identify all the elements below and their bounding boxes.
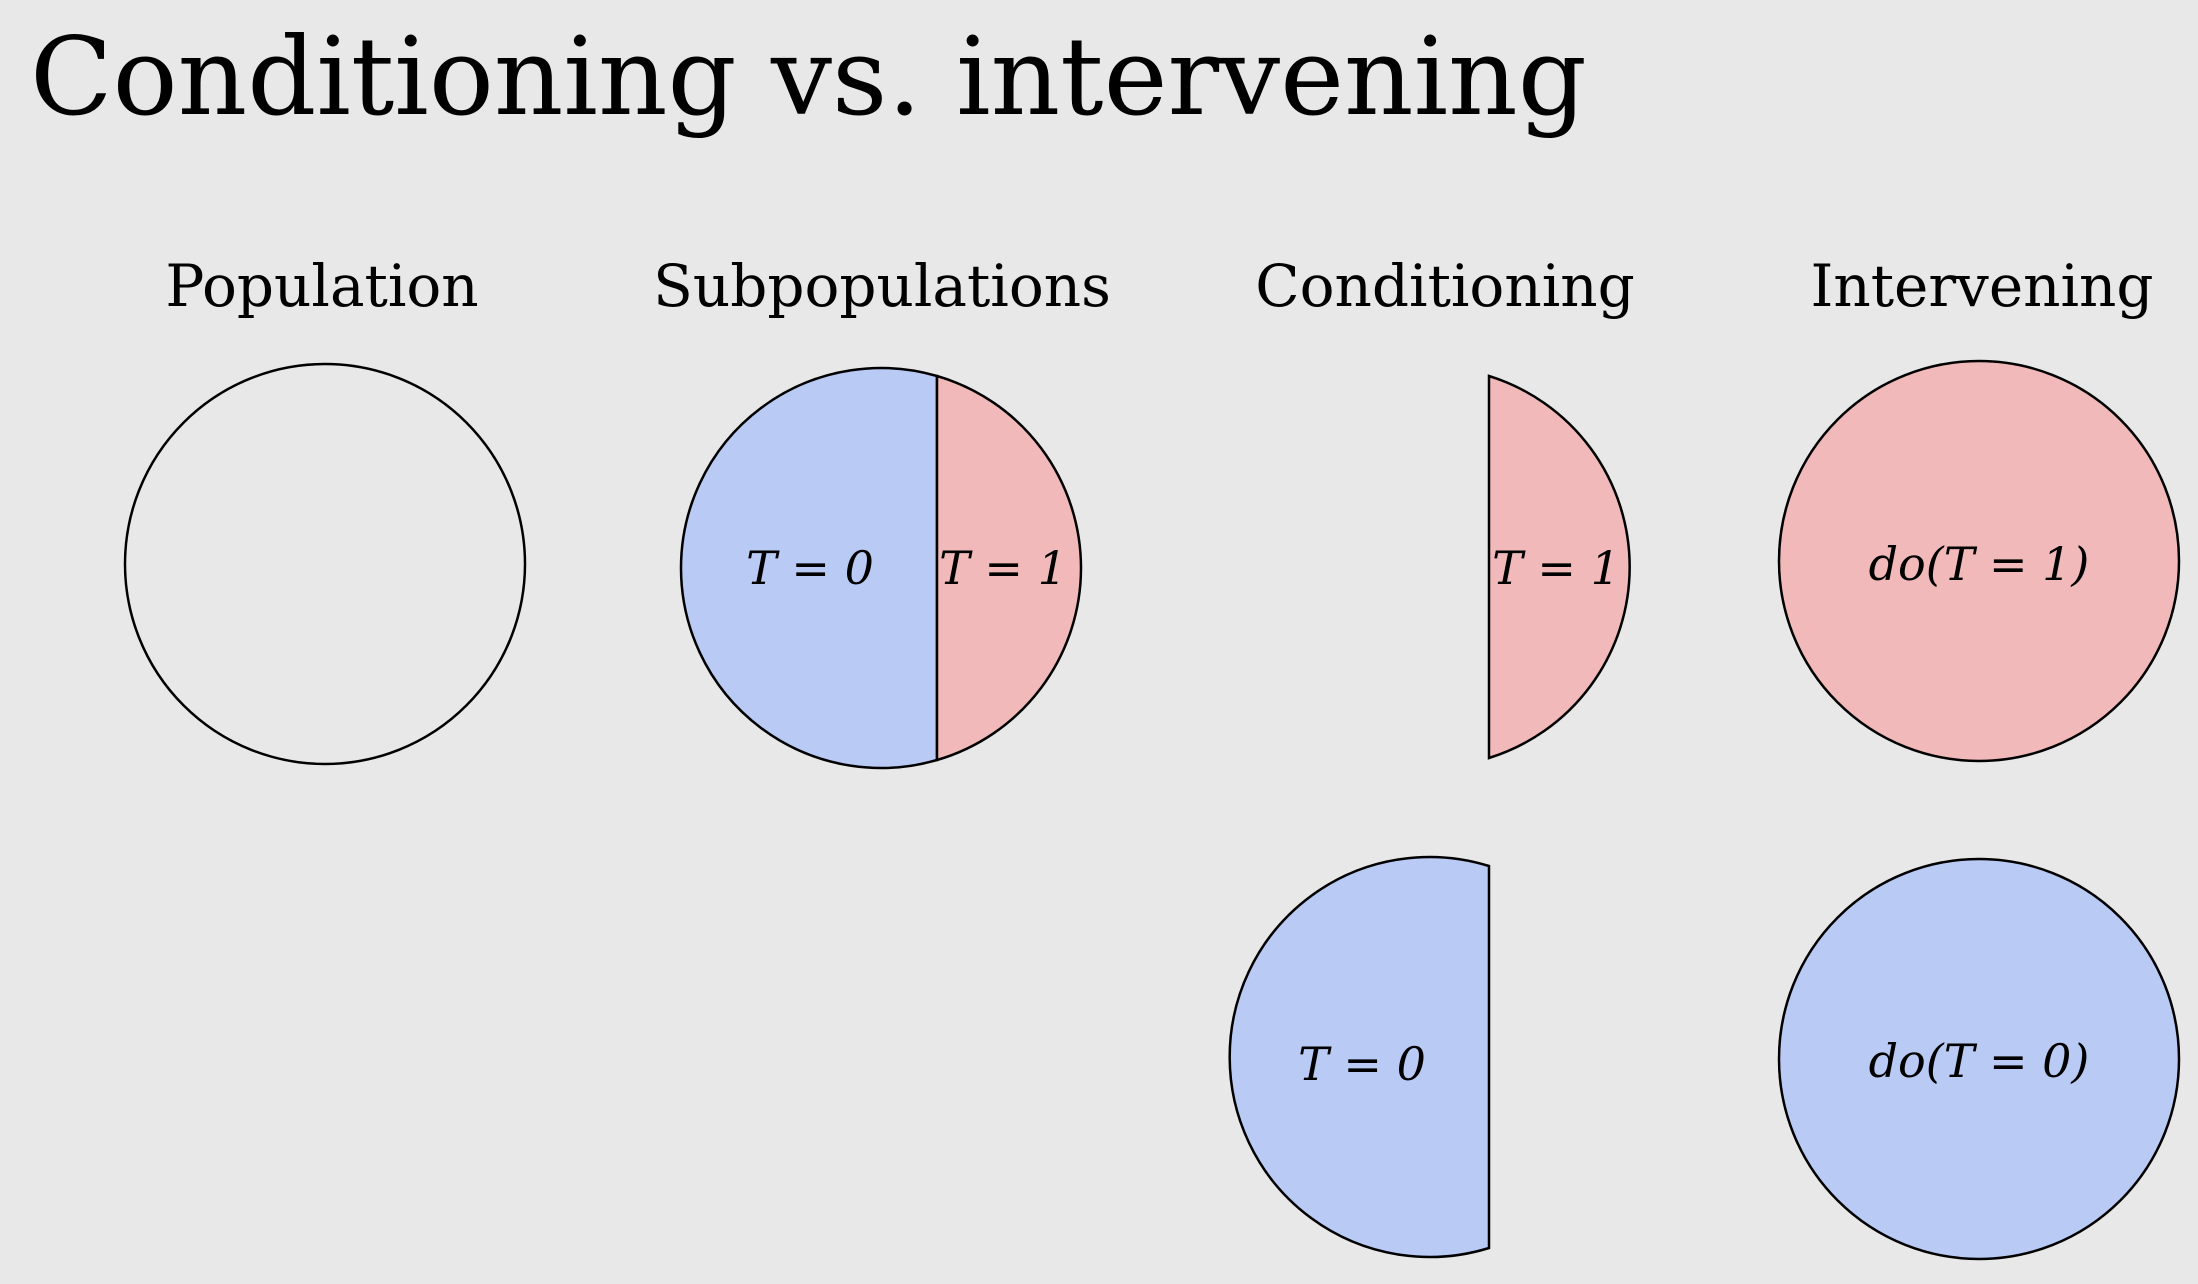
subpopulation-t1-region xyxy=(935,374,1083,762)
subpopulation-t1-label: T = 1 xyxy=(939,541,1067,595)
slide-title: Conditioning vs. intervening xyxy=(30,15,1587,140)
conditioning-t1-label: T = 1 xyxy=(1492,541,1620,595)
intervening-do-t0-circle xyxy=(1777,857,2181,1261)
header-subpopulations: Subpopulations xyxy=(653,252,1111,320)
intervening-do-t0-label: do(T = 0) xyxy=(1869,1034,2090,1088)
header-conditioning: Conditioning xyxy=(1255,252,1635,320)
subpopulation-t0-label: T = 0 xyxy=(746,541,874,595)
header-population: Population xyxy=(165,252,478,320)
population-circle xyxy=(123,362,527,766)
intervening-do-t1-label: do(T = 1) xyxy=(1869,537,2090,591)
subpopulation-t0-region xyxy=(679,366,939,770)
conditioning-t0-label: T = 0 xyxy=(1298,1037,1426,1091)
conditioning-t0-segment xyxy=(1228,855,1491,1259)
intervening-do-t1-circle xyxy=(1777,359,2181,763)
conditioning-t1-segment xyxy=(1487,374,1631,760)
header-intervening: Intervening xyxy=(1810,252,2153,320)
